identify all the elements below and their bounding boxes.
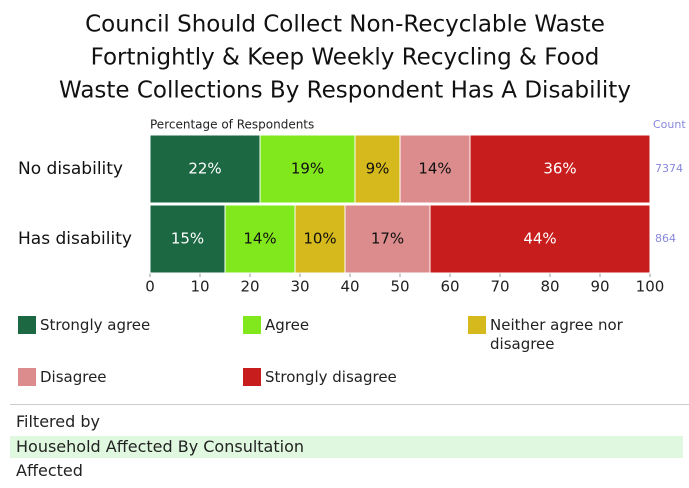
- value-label: 10%: [303, 230, 336, 248]
- x-tick-label: 30: [290, 278, 309, 296]
- x-tick-label: 100: [636, 278, 665, 296]
- value-label: 14%: [418, 160, 451, 178]
- bar-segment: [259, 134, 356, 204]
- value-label: 14%: [243, 230, 276, 248]
- chart-title: Waste Collections By Respondent Has A Di…: [59, 78, 631, 104]
- legend-label: Neither agree nor disagree: [490, 316, 623, 353]
- legend-swatch: [18, 368, 36, 386]
- value-label: 36%: [543, 160, 576, 178]
- bar-segment: [224, 204, 296, 274]
- chart-title: Fortnightly & Keep Weekly Recycling & Fo…: [91, 45, 600, 71]
- x-tick-label: 20: [240, 278, 259, 296]
- category-label: Has disability: [18, 229, 132, 249]
- value-label: 22%: [188, 160, 221, 178]
- x-tick-label: 50: [390, 278, 409, 296]
- value-label: 44%: [523, 230, 556, 248]
- filter-value: Affected: [16, 461, 83, 480]
- legend-swatch: [468, 316, 486, 334]
- value-label: 19%: [291, 160, 324, 178]
- x-tick-label: 70: [490, 278, 509, 296]
- filter-field: Household Affected By Consultation: [10, 436, 683, 458]
- legend-item: Disagree: [18, 368, 228, 387]
- divider: [10, 404, 689, 405]
- x-tick-label: 0: [145, 278, 155, 296]
- legend-label: Disagree: [40, 368, 107, 386]
- x-axis-label: Percentage of Respondents: [150, 118, 314, 132]
- legend-label: Strongly disagree: [265, 368, 397, 386]
- category-label: No disability: [18, 159, 123, 179]
- legend-label: Strongly agree: [40, 316, 151, 334]
- count-value: 864: [655, 232, 676, 245]
- legend-item: Neither agree nor disagree: [468, 316, 678, 354]
- value-label: 9%: [366, 160, 390, 178]
- bar-segment: [399, 134, 471, 204]
- bar-segment: [429, 204, 651, 274]
- legend-item: Strongly agree: [18, 316, 228, 335]
- bar-segment: [149, 134, 261, 204]
- bar-segment: [469, 134, 651, 204]
- count-label: Count: [653, 118, 686, 131]
- legend-swatch: [18, 316, 36, 334]
- bar-segment: [344, 204, 431, 274]
- legend-swatch: [243, 316, 261, 334]
- legend-item: Agree: [243, 316, 453, 335]
- legend-swatch: [243, 368, 261, 386]
- x-tick-label: 40: [340, 278, 359, 296]
- count-value: 7374: [655, 162, 683, 175]
- chart-title: Council Should Collect Non-Recyclable Wa…: [85, 12, 605, 38]
- filter-heading: Filtered by: [16, 412, 100, 431]
- x-tick-label: 90: [590, 278, 609, 296]
- value-label: 17%: [371, 230, 404, 248]
- value-label: 15%: [171, 230, 204, 248]
- x-tick-label: 80: [540, 278, 559, 296]
- legend-item: Strongly disagree: [243, 368, 453, 387]
- x-tick-label: 10: [190, 278, 209, 296]
- legend-label: Agree: [265, 316, 310, 334]
- bar-segment: [149, 204, 226, 274]
- x-tick-label: 60: [440, 278, 459, 296]
